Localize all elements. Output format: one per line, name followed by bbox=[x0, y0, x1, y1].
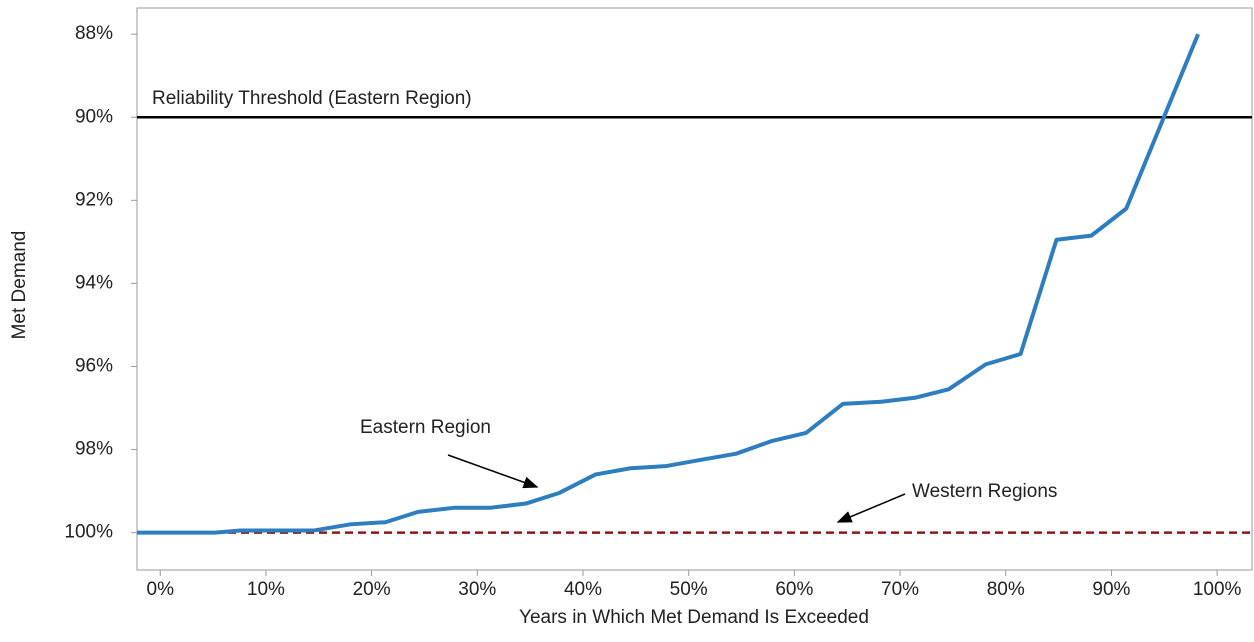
x-tick-label: 30% bbox=[458, 579, 496, 600]
x-tick-label: 20% bbox=[353, 579, 391, 600]
annotation-arrow bbox=[836, 493, 906, 523]
reference-label: Reliability Threshold (Eastern Region) bbox=[152, 88, 472, 109]
x-tick-label: 70% bbox=[881, 579, 919, 600]
x-tick-label: 0% bbox=[147, 579, 175, 600]
y-tick-label: 90% bbox=[75, 106, 113, 127]
plot-frame bbox=[136, 7, 1253, 571]
y-tick-label: 94% bbox=[75, 272, 113, 293]
y-tick-label: 100% bbox=[64, 522, 113, 543]
x-axis-label: Years in Which Met Demand Is Exceeded bbox=[519, 607, 869, 628]
annotation-arrow bbox=[447, 454, 539, 489]
x-tick-label: 80% bbox=[987, 579, 1025, 600]
x-tick-label: 50% bbox=[670, 579, 708, 600]
x-tick-label: 60% bbox=[775, 579, 813, 600]
y-tick-label: 98% bbox=[75, 439, 113, 460]
x-tick-label: 40% bbox=[564, 579, 602, 600]
y-tick-label: 88% bbox=[75, 23, 113, 44]
x-tick-label: 100% bbox=[1193, 579, 1242, 600]
series-label: Eastern Region bbox=[360, 417, 491, 438]
y-tick-label: 96% bbox=[75, 355, 113, 376]
data-line bbox=[137, 33, 1200, 535]
reference-label: Western Regions bbox=[912, 481, 1057, 502]
y-tick-label: 92% bbox=[75, 189, 113, 210]
y-axis-label: Met Demand bbox=[9, 231, 30, 340]
x-tick-label: 90% bbox=[1092, 579, 1130, 600]
x-tick-label: 10% bbox=[247, 579, 285, 600]
